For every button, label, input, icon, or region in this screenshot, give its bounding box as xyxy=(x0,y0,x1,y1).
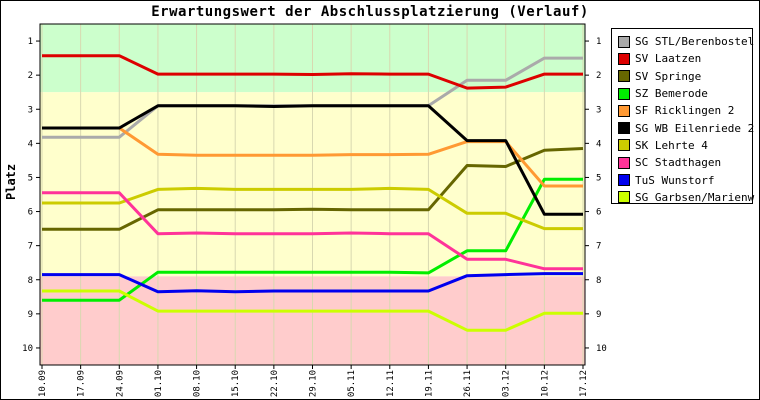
series-line-9 xyxy=(42,289,583,332)
y-tick-label-right-6: 6 xyxy=(596,208,601,218)
legend-swatch xyxy=(618,52,630,65)
series-line-6 xyxy=(42,186,583,231)
legend-label: SG Garbsen/Marienw xyxy=(635,190,755,204)
y-tick-label-left-7: 7 xyxy=(28,242,33,252)
y-tick-label-left-5: 5 xyxy=(28,173,33,183)
y-tick-label-right-10: 10 xyxy=(596,344,607,354)
series-line-1 xyxy=(42,54,583,90)
legend-item: TuS Wunstorf xyxy=(612,171,752,188)
x-tick-label-15.10: 15.10 xyxy=(231,370,241,397)
x-tick-label-10.12: 10.12 xyxy=(540,370,550,397)
legend-label: SV Springe xyxy=(635,69,702,83)
legend-item: SG STL/Berenbostel 2 xyxy=(612,33,760,50)
legend-swatch xyxy=(618,87,630,100)
legend-swatch xyxy=(618,156,630,169)
legend-item: SC Stadthagen xyxy=(612,154,752,171)
y-tick-labels-left: 1 2 3 4 5 6 7 8 9 10 xyxy=(22,37,33,354)
legend-label: SV Laatzen xyxy=(635,52,702,66)
legend-item: SV Springe xyxy=(612,68,752,85)
legend-item: SF Ricklingen 2 xyxy=(612,102,752,119)
axes xyxy=(36,23,589,369)
y-tick-label-left-8: 8 xyxy=(28,276,33,286)
series-line-8 xyxy=(42,272,583,294)
y-tick-label-left-6: 6 xyxy=(28,208,33,218)
legend-label: TuS Wunstorf xyxy=(635,173,715,187)
legend-label: SF Ricklingen 2 xyxy=(635,104,735,118)
y-tick-label-right-2: 2 xyxy=(596,71,601,81)
legend-label: SG STL/Berenbostel 2 xyxy=(635,35,760,49)
x-tick-label-26.11: 26.11 xyxy=(463,370,473,397)
y-tick-label-left-4: 4 xyxy=(28,139,33,149)
x-tick-label-05.11: 05.11 xyxy=(347,370,357,397)
y-tick-label-right-8: 8 xyxy=(596,276,601,286)
y-tick-label-left-9: 9 xyxy=(28,310,33,320)
series-lines xyxy=(42,54,584,332)
legend-item: SG Garbsen/Marienw xyxy=(612,189,755,206)
series-line-2 xyxy=(42,147,584,231)
y-tick-label-right-9: 9 xyxy=(596,310,601,320)
legend-swatch xyxy=(618,174,630,187)
y-tick-label-left-2: 2 xyxy=(28,71,33,81)
legend-item: SG WB Eilenriede 2 xyxy=(612,119,755,136)
y-tick-label-left-1: 1 xyxy=(28,37,33,47)
legend-item: SK Lehrte 4 xyxy=(612,137,752,154)
legend: SG STL/Berenbostel 2 SV Laatzen SV Springe… xyxy=(611,28,760,206)
legend-label: SC Stadthagen xyxy=(635,156,722,170)
x-tick-label-12.11: 12.11 xyxy=(386,370,396,397)
y-tick-label-right-4: 4 xyxy=(596,139,601,149)
x-tick-label-22.10: 22.10 xyxy=(270,370,280,397)
legend-label: SK Lehrte 4 xyxy=(635,138,708,152)
series-line-3 xyxy=(42,177,583,302)
y-tick-label-right-5: 5 xyxy=(596,173,601,183)
x-tick-label-24.09: 24.09 xyxy=(115,370,125,397)
legend-label: SG WB Eilenriede 2 xyxy=(635,121,755,135)
x-tick-label-29.10: 29.10 xyxy=(309,370,319,397)
x-tick-label-01.10: 01.10 xyxy=(154,370,164,397)
legend-swatch xyxy=(618,122,630,135)
x-tick-label-17.12: 17.12 xyxy=(579,370,589,397)
legend-swatch xyxy=(618,70,630,83)
legend-swatch xyxy=(618,139,630,152)
y-tick-label-right-1: 1 xyxy=(596,37,601,47)
grid-lines xyxy=(41,24,584,365)
x-tick-label-03.12: 03.12 xyxy=(502,370,512,397)
y-tick-labels-right: 1 2 3 4 5 6 7 8 9 10 xyxy=(596,37,607,354)
legend-label: SZ Bemerode xyxy=(635,87,708,101)
chart-title: Erwartungswert der Abschlussplatzierung … xyxy=(151,4,589,20)
y-tick-label-right-7: 7 xyxy=(596,242,601,252)
series-line-5 xyxy=(42,104,583,216)
series-line-7 xyxy=(42,191,583,271)
legend-item: SZ Bemerode xyxy=(612,85,752,102)
x-tick-label-19.11: 19.11 xyxy=(424,370,434,397)
legend-swatch xyxy=(618,104,630,117)
x-tick-labels: 10.09 17.09 24.09 01.10 08.10 15.10 22.10 29.10… xyxy=(38,370,589,397)
legend-item: SV Laatzen xyxy=(612,50,752,67)
x-tick-label-08.10: 08.10 xyxy=(193,370,203,397)
y-tick-label-left-10: 10 xyxy=(22,344,33,354)
x-tick-label-10.09: 10.09 xyxy=(38,370,48,397)
legend-swatch xyxy=(618,35,630,48)
x-tick-label-17.09: 17.09 xyxy=(77,370,87,397)
y-tick-label-right-3: 3 xyxy=(596,105,601,115)
legend-swatch xyxy=(618,191,630,204)
y-tick-label-left-3: 3 xyxy=(28,105,33,115)
